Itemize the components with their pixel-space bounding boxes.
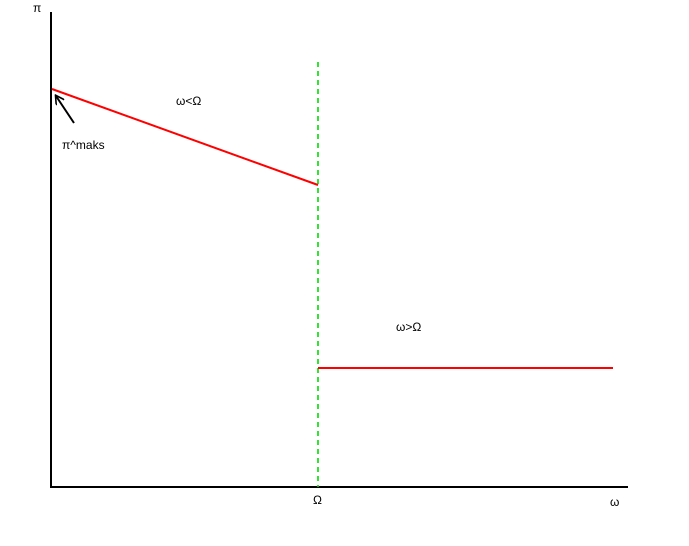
max-marker-label: π^maks bbox=[62, 138, 105, 152]
omega-tick-label: Ω bbox=[313, 493, 322, 507]
x-axis-label: ω bbox=[610, 495, 619, 509]
y-axis-label: π bbox=[33, 1, 41, 15]
region-above-label: ω>Ω bbox=[396, 320, 421, 334]
curve-segment-declining bbox=[51, 88, 319, 186]
max-pointer-arrow bbox=[56, 96, 75, 124]
region-below-label: ω<Ω bbox=[176, 94, 201, 108]
